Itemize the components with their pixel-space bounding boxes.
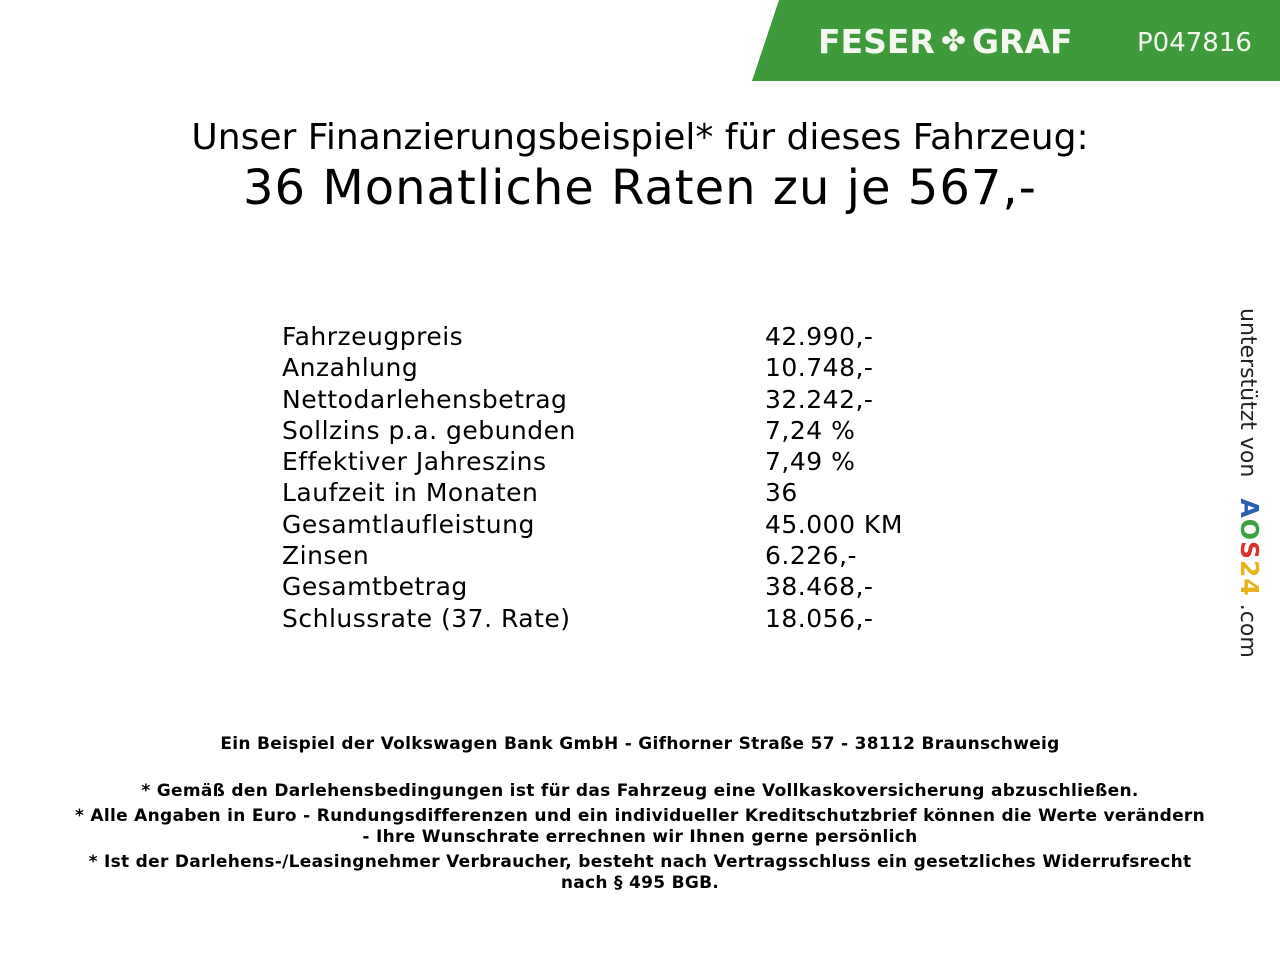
supported-by-suffix: .com bbox=[1235, 603, 1260, 658]
row-value: 10.748,- bbox=[765, 353, 874, 383]
table-row: Zinsen 6.226,- bbox=[282, 541, 982, 572]
row-label: Effektiver Jahreszins bbox=[282, 447, 547, 477]
row-value: 7,24 % bbox=[765, 415, 856, 445]
table-row: Schlussrate (37. Rate) 18.056,- bbox=[282, 604, 982, 635]
row-value: 6.226,- bbox=[765, 541, 858, 571]
table-row: Gesamtbetrag 38.468,- bbox=[282, 572, 982, 603]
footnote-3b: nach § 495 BGB. bbox=[560, 873, 720, 893]
table-row: Laufzeit in Monaten 36 bbox=[282, 478, 982, 509]
monthly-rate-headline: 36 Monatliche Raten zu je 567,- bbox=[243, 160, 1037, 216]
supported-by: unterstützt von AOS24 .com bbox=[1235, 308, 1264, 658]
page-title: Unser Finanzierungsbeispiel* für dieses … bbox=[191, 117, 1089, 158]
footnote-1: * Gemäß den Darlehensbedingungen ist für… bbox=[141, 781, 1139, 801]
row-value: 38.468,- bbox=[765, 572, 874, 602]
row-value: 32.242,- bbox=[765, 384, 874, 414]
row-value: 18.056,- bbox=[765, 603, 874, 633]
footnote-3a: * Ist der Darlehens-/Leasingnehmer Verbr… bbox=[88, 852, 1192, 872]
row-label: Sollzins p.a. gebunden bbox=[282, 415, 576, 445]
row-label: Gesamtlaufleistung bbox=[282, 509, 535, 539]
table-row: Sollzins p.a. gebunden 7,24 % bbox=[282, 416, 982, 447]
table-row: Effektiver Jahreszins 7,49 % bbox=[282, 447, 982, 478]
finance-table: Fahrzeugpreis 42.990,- Anzahlung 10.748,- … bbox=[282, 322, 982, 635]
bank-note: Ein Beispiel der Volkswagen Bank GmbH - … bbox=[220, 734, 1060, 754]
product-id: P047816 bbox=[1137, 28, 1252, 58]
row-label: Gesamtbetrag bbox=[282, 572, 468, 602]
row-value: 45.000 KM bbox=[765, 509, 903, 539]
footnote-2a: * Alle Angaben in Euro - Rundungsdiffere… bbox=[74, 806, 1205, 826]
row-label: Zinsen bbox=[282, 541, 370, 571]
row-label: Schlussrate (37. Rate) bbox=[282, 603, 571, 633]
brand-banner bbox=[752, 0, 1280, 81]
table-row: Gesamtlaufleistung 45.000 KM bbox=[282, 510, 982, 541]
table-row: Nettodarlehensbetrag 32.242,- bbox=[282, 385, 982, 416]
row-label: Anzahlung bbox=[282, 353, 419, 383]
row-value: 42.990,- bbox=[765, 322, 874, 351]
aos24-logo: AOS24 bbox=[1235, 498, 1264, 597]
brand-left: FESER bbox=[818, 22, 935, 61]
footnote-2b: - Ihre Wunschrate errechnen wir Ihnen ge… bbox=[362, 827, 918, 847]
feser-graf-logo: FESER ✤ GRAF bbox=[818, 22, 1073, 61]
row-label: Nettodarlehensbetrag bbox=[282, 384, 568, 414]
table-row: Anzahlung 10.748,- bbox=[282, 353, 982, 384]
row-value: 7,49 % bbox=[765, 447, 856, 477]
row-label: Laufzeit in Monaten bbox=[282, 478, 539, 508]
supported-by-text: unterstützt von bbox=[1235, 308, 1260, 478]
brand-right: GRAF bbox=[971, 22, 1073, 61]
clover-icon: ✤ bbox=[940, 23, 966, 59]
row-value: 36 bbox=[765, 478, 798, 508]
table-row: Fahrzeugpreis 42.990,- bbox=[282, 322, 982, 353]
row-label: Fahrzeugpreis bbox=[282, 322, 464, 351]
